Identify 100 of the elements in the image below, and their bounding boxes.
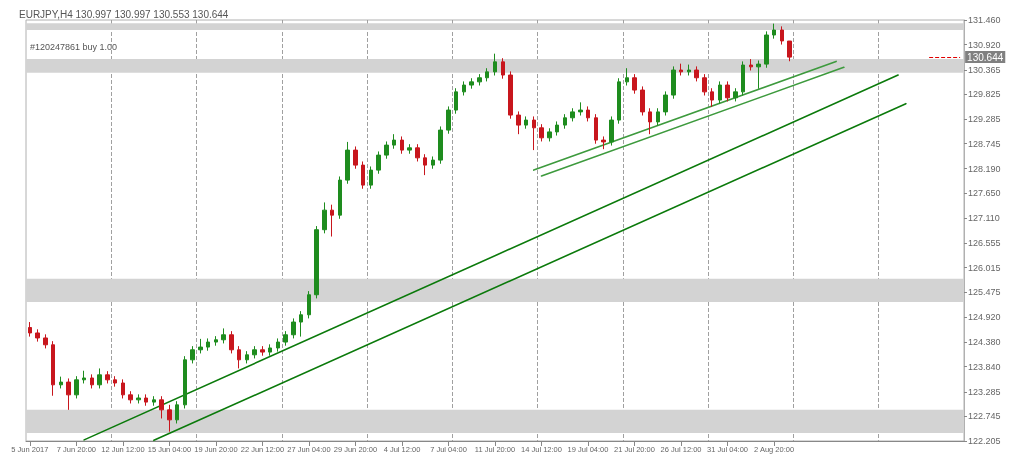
candlestick [694, 65, 699, 82]
candlestick [314, 225, 319, 299]
candlestick [121, 378, 125, 399]
candlestick [82, 370, 86, 384]
candlestick [66, 377, 71, 411]
candlestick [90, 373, 94, 389]
candlestick [415, 143, 420, 162]
candlestick [152, 395, 156, 407]
candlestick [59, 376, 63, 389]
y-tick-label: 122.205 [968, 436, 1001, 446]
candlestick [764, 30, 769, 69]
y-tick-label: 127.110 [968, 212, 1000, 223]
candlestick [74, 375, 79, 399]
y-tick-label: 130.920 [968, 39, 1001, 50]
candlestick [229, 330, 234, 354]
candlestick [741, 60, 745, 97]
candlestick [322, 201, 327, 234]
candlestick [221, 327, 226, 344]
y-tick-label: 130.365 [968, 64, 1001, 75]
candlestick [469, 77, 474, 90]
candlestick [128, 390, 133, 404]
candlestick [245, 350, 249, 364]
y-tick-label: 125.475 [968, 287, 1001, 298]
candlestick [376, 150, 381, 175]
candlestick [756, 59, 761, 90]
candlestick [462, 80, 466, 97]
candlestick [563, 113, 567, 130]
candlestick [454, 87, 458, 115]
candlestick [656, 107, 660, 127]
candlestick [632, 73, 637, 95]
candlestick [749, 58, 753, 71]
candlestick [663, 90, 668, 117]
candlestick [609, 115, 614, 147]
candlestick [175, 400, 179, 424]
candlestick [268, 343, 272, 357]
candlestick [136, 393, 141, 404]
candlestick [190, 345, 195, 364]
candlestick [105, 370, 110, 384]
y-tick-label: 126.015 [968, 262, 1001, 273]
candlestick [407, 143, 412, 155]
candlestick [547, 127, 552, 142]
candlestick [601, 135, 606, 150]
candlestick [555, 120, 559, 137]
candlestick [524, 115, 528, 130]
candlestick [718, 80, 722, 105]
candlestick [516, 110, 521, 135]
candlestick [508, 70, 513, 120]
candlestick [687, 64, 691, 76]
candlestick [625, 67, 629, 86]
y-tick-label: 122.745 [968, 411, 1001, 422]
candlestick [276, 337, 280, 353]
candlestick [400, 135, 404, 155]
y-tick-label: 123.285 [968, 386, 1001, 397]
candlestick [532, 115, 536, 151]
candlestick [345, 141, 350, 185]
candlestick [679, 63, 683, 76]
chart-title: EURJPY,H4 130.997 130.997 130.553 130.644 [19, 8, 229, 20]
y-tick-label: 124.380 [968, 337, 1001, 348]
candlestick [198, 338, 203, 354]
y-tick-label: 128.745 [968, 138, 1001, 149]
candlestick [710, 87, 714, 108]
candlestick [477, 73, 482, 86]
candlestick [252, 345, 257, 359]
candlestick [283, 330, 288, 347]
candlestick [787, 40, 792, 62]
candlestick [570, 107, 575, 122]
candlestick [369, 165, 373, 190]
candlestick [733, 87, 738, 102]
y-tick-label: 127.650 [968, 188, 1001, 199]
candlestick [446, 105, 451, 135]
y-tick-label: 131.460 [968, 15, 1001, 25]
candlestick [438, 125, 443, 165]
candlestick [431, 155, 435, 170]
candlestick [299, 310, 303, 338]
candlestick [493, 53, 497, 76]
candlestick [97, 367, 102, 389]
candlestick [578, 101, 583, 117]
ref-line-label: 130.644 [967, 51, 1004, 63]
candlestick [485, 67, 489, 82]
candlestick [159, 395, 164, 419]
y-tick-label: 129.825 [968, 89, 1001, 100]
candlestick [640, 85, 645, 117]
candlestick [43, 333, 48, 349]
candlestick [183, 355, 187, 409]
candlestick [617, 77, 621, 125]
candlestick [260, 345, 265, 357]
candlestick [206, 337, 210, 352]
candlestick [237, 345, 241, 369]
y-tick-label: 123.840 [968, 361, 1001, 372]
y-tick-label: 128.190 [968, 163, 1001, 174]
candlestick [330, 204, 334, 238]
candlestick [51, 340, 55, 397]
candlestick [501, 57, 505, 80]
candlestick [167, 404, 172, 433]
candlestick [384, 140, 389, 160]
candlestick [772, 23, 776, 40]
candlestick [392, 133, 396, 150]
y-tick-label: 126.555 [968, 238, 1001, 249]
candlestick [214, 335, 218, 347]
candlestick [586, 105, 590, 122]
